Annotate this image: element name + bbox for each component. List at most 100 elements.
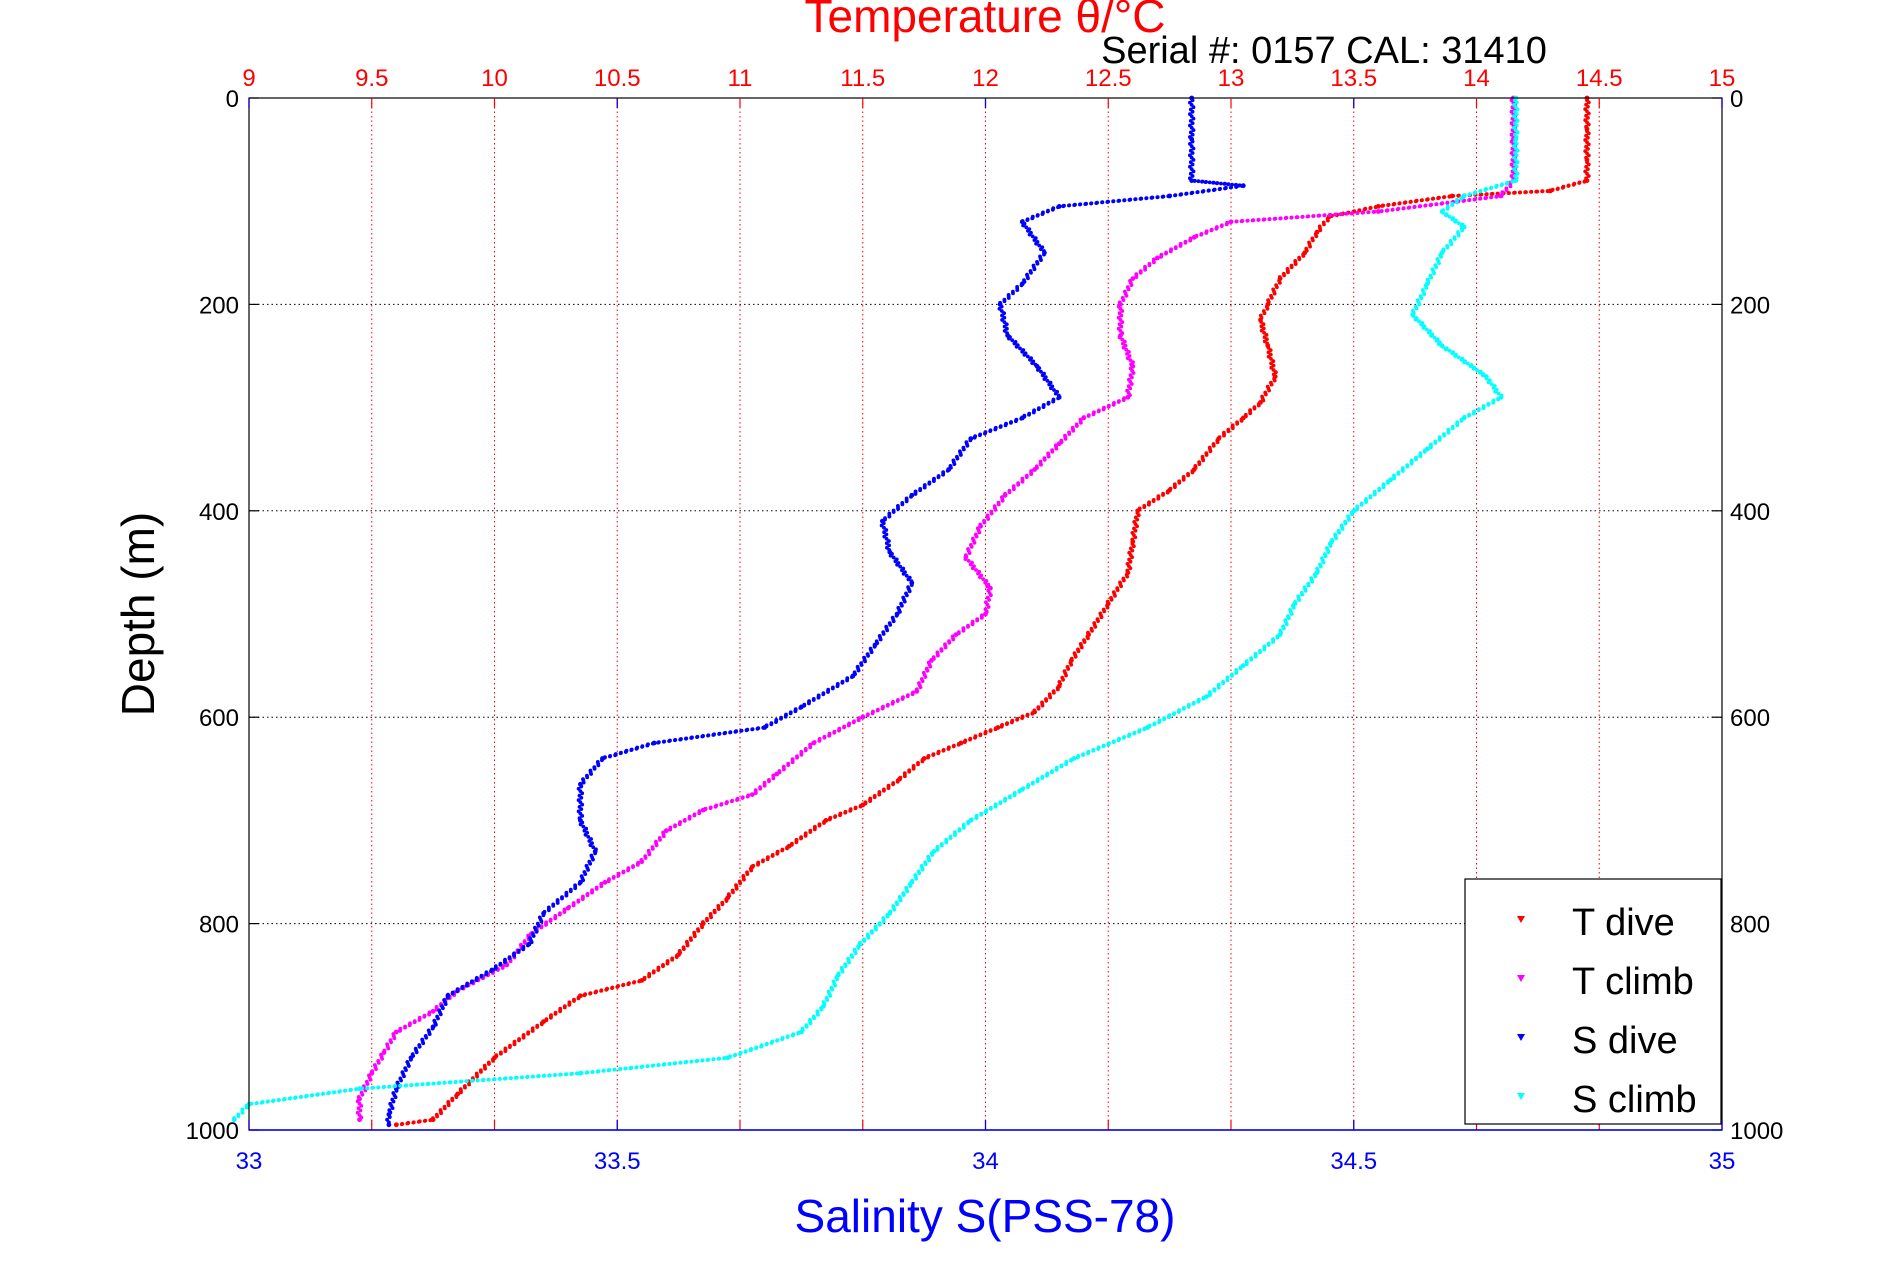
data-point bbox=[983, 611, 988, 617]
data-point bbox=[896, 507, 900, 511]
data-point bbox=[1079, 420, 1083, 425]
data-point bbox=[1282, 273, 1286, 278]
data-point bbox=[442, 1106, 447, 1111]
data-point bbox=[475, 1074, 479, 1079]
data-point bbox=[631, 865, 635, 869]
data-point bbox=[1226, 429, 1231, 434]
y-axis-label: Depth (m) bbox=[112, 512, 164, 716]
data-point bbox=[1166, 194, 1171, 199]
data-point bbox=[586, 868, 590, 872]
data-point bbox=[414, 1082, 419, 1087]
data-point bbox=[582, 828, 587, 833]
data-point bbox=[1178, 244, 1183, 248]
data-point bbox=[1147, 502, 1151, 507]
data-point bbox=[1190, 132, 1195, 137]
data-point bbox=[508, 1045, 512, 1049]
data-point bbox=[584, 1070, 589, 1075]
data-point bbox=[1436, 342, 1441, 346]
data-point bbox=[369, 1070, 375, 1076]
y-axis-tick-label-right: 800 bbox=[1730, 912, 1770, 939]
data-point bbox=[1160, 195, 1165, 199]
data-point bbox=[989, 593, 993, 598]
data-point bbox=[1219, 224, 1224, 229]
data-point bbox=[1390, 208, 1395, 212]
data-point bbox=[1051, 399, 1056, 404]
data-point bbox=[1064, 673, 1068, 678]
data-point bbox=[811, 698, 816, 702]
data-point bbox=[939, 648, 944, 653]
data-point bbox=[562, 910, 567, 914]
data-point bbox=[882, 788, 886, 793]
data-point bbox=[650, 741, 655, 746]
data-point bbox=[1489, 195, 1493, 200]
data-point bbox=[517, 1038, 521, 1043]
data-point bbox=[337, 1089, 342, 1094]
data-point bbox=[1122, 198, 1126, 203]
data-point bbox=[970, 566, 975, 571]
data-point bbox=[1510, 179, 1515, 184]
data-point bbox=[1207, 180, 1212, 185]
data-point bbox=[1582, 179, 1587, 184]
data-point bbox=[1514, 153, 1519, 158]
data-point bbox=[973, 735, 977, 740]
data-point bbox=[593, 851, 597, 856]
data-point bbox=[1514, 142, 1519, 146]
data-point bbox=[1159, 255, 1163, 259]
data-point bbox=[1311, 238, 1315, 243]
data-point bbox=[923, 862, 928, 866]
data-point bbox=[947, 640, 952, 645]
data-point bbox=[717, 732, 721, 736]
data-point bbox=[902, 599, 907, 604]
data-point bbox=[1199, 232, 1204, 237]
data-point bbox=[1349, 211, 1354, 216]
data-point bbox=[891, 555, 896, 560]
data-point bbox=[1129, 382, 1134, 386]
data-point bbox=[1540, 189, 1544, 194]
data-point bbox=[728, 730, 732, 735]
data-point bbox=[1368, 206, 1373, 211]
data-point bbox=[1121, 345, 1126, 350]
data-point bbox=[692, 813, 697, 818]
data-point bbox=[1442, 195, 1446, 200]
data-point bbox=[464, 1079, 469, 1084]
data-point bbox=[724, 899, 729, 903]
data-point bbox=[999, 724, 1004, 729]
data-point bbox=[1050, 207, 1055, 212]
data-point bbox=[1019, 416, 1024, 421]
data-point bbox=[343, 1089, 347, 1093]
data-point bbox=[1483, 196, 1488, 201]
data-point bbox=[1286, 270, 1290, 275]
data-point bbox=[881, 919, 886, 924]
data-point bbox=[842, 725, 846, 730]
data-point bbox=[1190, 139, 1195, 144]
data-point bbox=[1142, 505, 1147, 510]
data-point bbox=[1340, 527, 1345, 531]
data-point bbox=[928, 664, 933, 669]
data-point bbox=[1586, 100, 1591, 105]
y-axis-tick-label-left: 400 bbox=[199, 499, 239, 526]
data-point bbox=[972, 435, 977, 440]
data-point bbox=[579, 784, 584, 789]
data-point bbox=[860, 714, 866, 720]
data-point bbox=[1002, 320, 1007, 324]
data-point bbox=[969, 545, 974, 549]
data-point bbox=[1082, 640, 1087, 644]
data-point bbox=[1102, 609, 1107, 614]
data-point bbox=[391, 1099, 396, 1104]
data-point bbox=[1106, 404, 1111, 409]
data-point bbox=[807, 701, 811, 706]
data-point bbox=[762, 783, 767, 788]
data-point bbox=[558, 1009, 562, 1014]
data-point bbox=[767, 779, 771, 784]
data-point bbox=[1196, 179, 1201, 184]
data-point bbox=[639, 1065, 644, 1069]
data-point bbox=[1371, 210, 1376, 214]
data-point bbox=[1322, 213, 1327, 218]
data-point bbox=[623, 750, 628, 754]
data-point bbox=[1297, 257, 1302, 262]
data-point bbox=[553, 1012, 558, 1016]
data-point bbox=[1515, 171, 1520, 176]
data-point bbox=[1452, 237, 1457, 241]
data-point bbox=[720, 902, 725, 907]
data-point bbox=[748, 1048, 753, 1053]
